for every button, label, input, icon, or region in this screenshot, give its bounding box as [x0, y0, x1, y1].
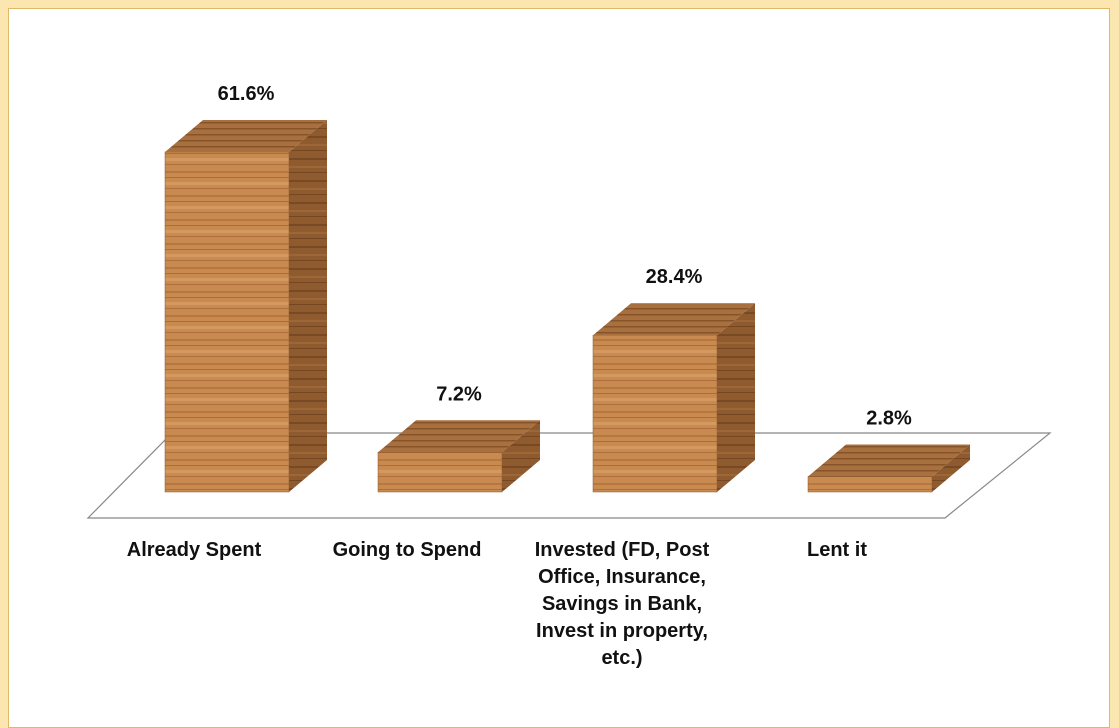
bar-top	[378, 420, 540, 453]
category-label: Lent it	[807, 539, 867, 561]
category-label: Going to Spend	[332, 539, 482, 561]
value-label: 7.2%	[436, 383, 482, 405]
bar-side	[717, 303, 755, 492]
bar-top	[593, 303, 755, 336]
value-label: 61.6%	[218, 83, 275, 105]
bar-front	[807, 476, 933, 493]
floor	[86, 432, 1052, 519]
category-label: Invested (FD, Post Office, Insurance, Sa…	[534, 539, 710, 669]
bar-top	[165, 119, 327, 152]
bar-front	[377, 452, 503, 493]
value-label: 28.4%	[646, 266, 703, 288]
bar-top	[808, 444, 970, 477]
bar-front	[164, 151, 290, 493]
bar-side	[932, 444, 970, 492]
value-label: 2.8%	[866, 408, 912, 430]
category-label: Already Spent	[126, 539, 262, 561]
bar-side	[289, 119, 327, 492]
bar-front	[592, 334, 718, 493]
bar-side	[502, 420, 540, 492]
